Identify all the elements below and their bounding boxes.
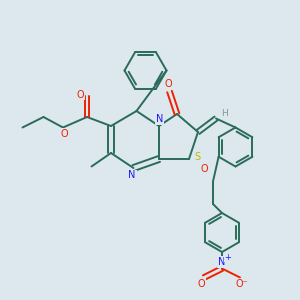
Text: O: O [76,89,84,100]
Text: O⁻: O⁻ [235,279,248,289]
Text: +: + [225,253,231,262]
Text: O: O [60,129,68,139]
Text: H: H [221,109,228,118]
Text: N: N [218,257,226,267]
Text: O: O [201,164,208,174]
Text: N: N [128,170,136,181]
Text: N: N [156,114,163,124]
Text: O: O [164,79,172,89]
Text: O: O [197,279,205,289]
Text: S: S [194,152,200,163]
